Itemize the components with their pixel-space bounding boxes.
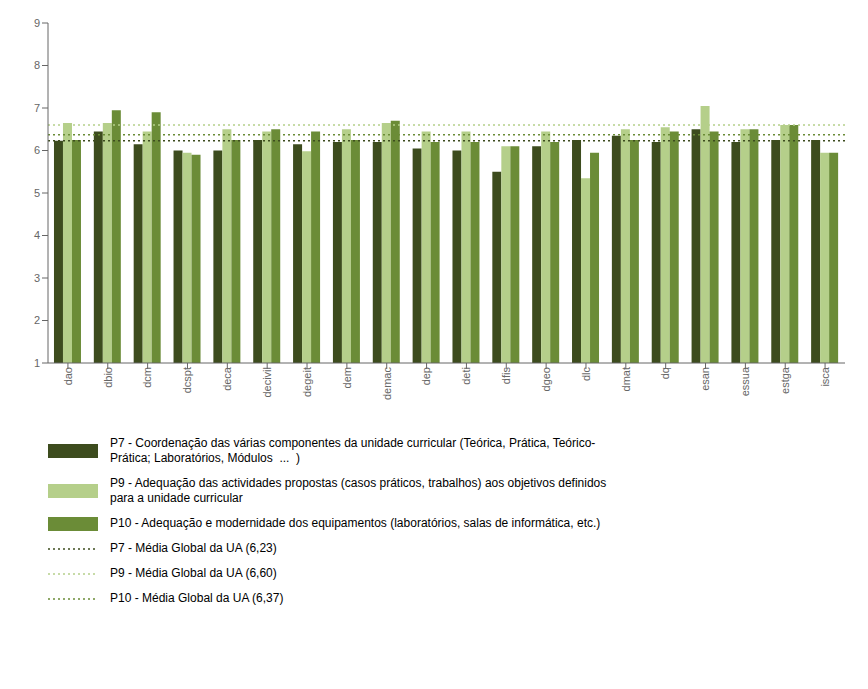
- svg-text:4: 4: [34, 229, 40, 241]
- svg-text:5: 5: [34, 187, 40, 199]
- html-text:P10 - Adequação e modernidade: P10 - Adequação e modernidade dos equipa…: [110, 516, 601, 530]
- html-text:P10 - Média Global da UA (6,37: P10 - Média Global da UA (6,37): [110, 591, 284, 605]
- html-text:P7 - Coordenação das várias co: P7 - Coordenação das várias componentes …: [110, 436, 596, 465]
- html-text:P9 - Adequação das actividades: P9 - Adequação das actividades propostas…: [110, 476, 607, 505]
- svg-text:dem: dem: [341, 367, 353, 388]
- svg-text:deca: deca: [221, 366, 233, 391]
- svg-text:7: 7: [34, 102, 40, 114]
- svg-text:essua: essua: [739, 366, 751, 396]
- svg-text:1: 1: [34, 357, 40, 369]
- svg-text:isca: isca: [819, 366, 831, 386]
- svg-text:9: 9: [34, 17, 40, 29]
- svg-text:dbio: dbio: [102, 367, 114, 388]
- svg-text:dao: dao: [62, 367, 74, 385]
- html-text:P7 - Média Global da UA (6,23): P7 - Média Global da UA (6,23): [110, 541, 277, 555]
- svg-text:dep: dep: [420, 367, 432, 385]
- svg-text:8: 8: [34, 59, 40, 71]
- svg-text:dlc: dlc: [580, 367, 592, 382]
- svg-text:degeit: degeit: [301, 367, 313, 397]
- svg-text:demac: demac: [381, 367, 393, 401]
- svg-text:deti: deti: [460, 367, 472, 385]
- svg-text:2: 2: [34, 314, 40, 326]
- svg-text:estga: estga: [779, 366, 791, 394]
- svg-text:dcm: dcm: [141, 367, 153, 388]
- svg-text:dmat: dmat: [620, 367, 632, 391]
- svg-text:dq: dq: [659, 367, 671, 379]
- svg-text:6: 6: [34, 144, 40, 156]
- svg-text:3: 3: [34, 272, 40, 284]
- svg-text:dcspt: dcspt: [181, 367, 193, 393]
- svg-text:dgeo: dgeo: [540, 367, 552, 391]
- svg-text:esan: esan: [699, 367, 711, 391]
- html-text:P9 - Média Global da UA (6,60): P9 - Média Global da UA (6,60): [110, 566, 277, 580]
- svg-text:decivil: decivil: [261, 367, 273, 398]
- svg-text:dfis: dfis: [500, 367, 512, 385]
